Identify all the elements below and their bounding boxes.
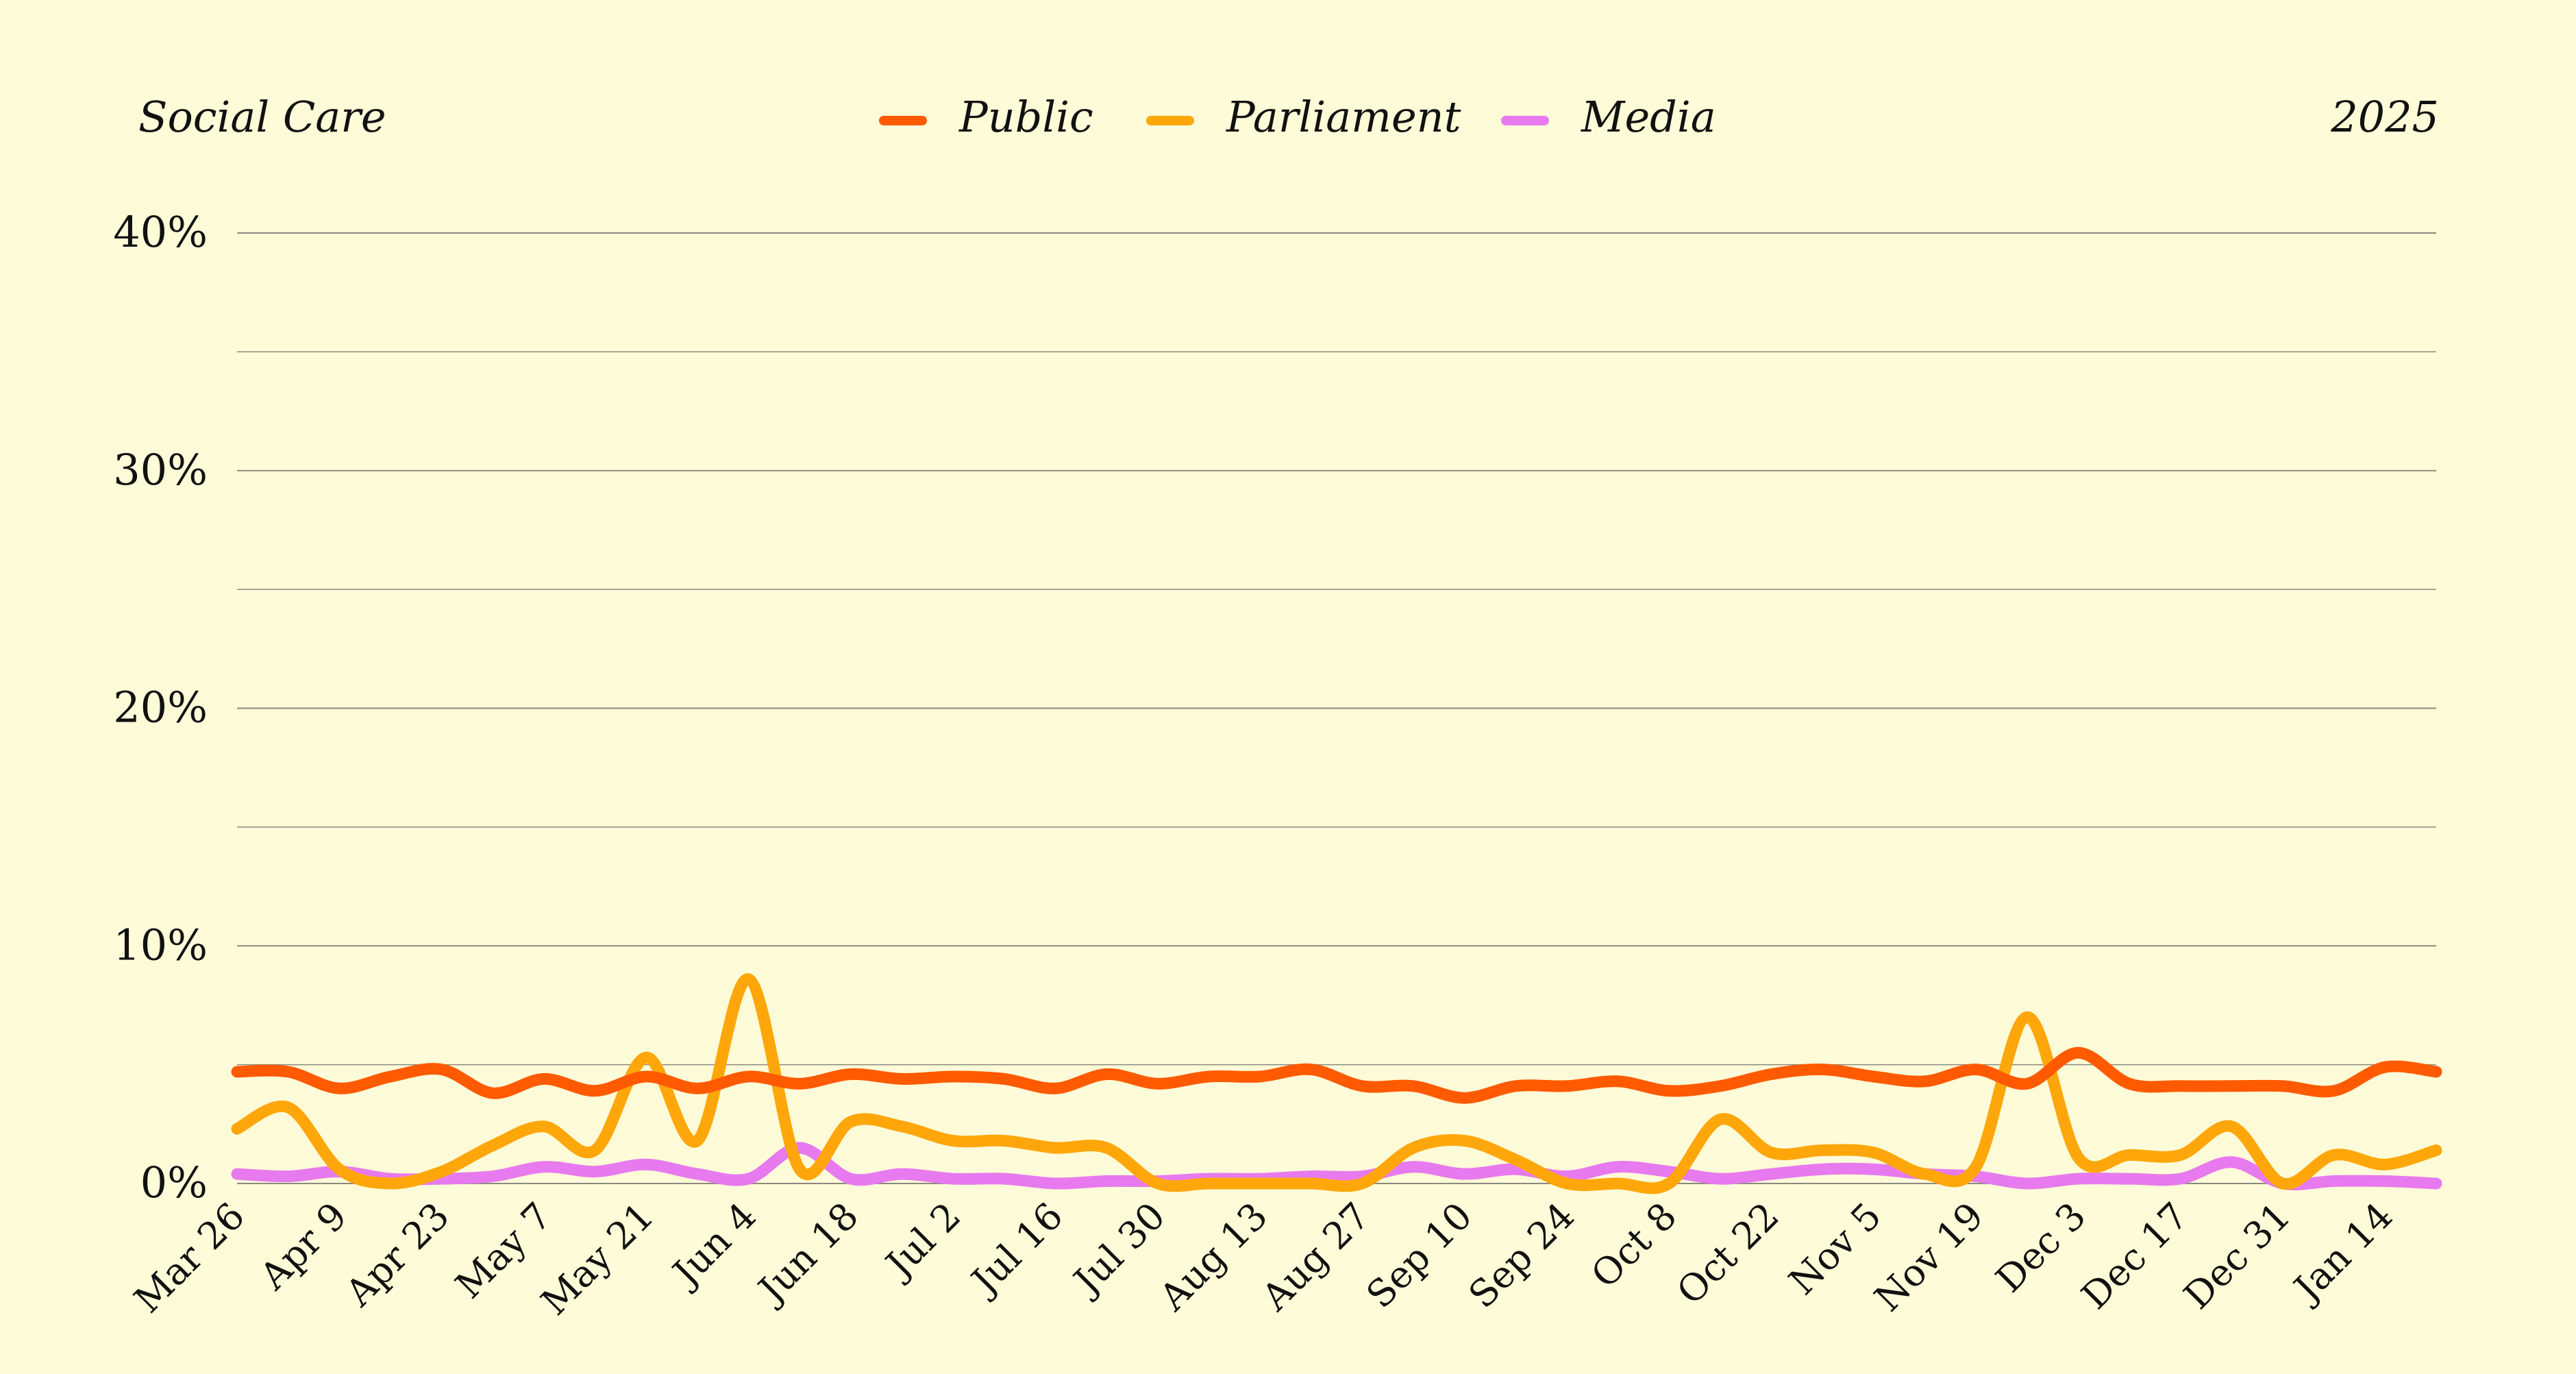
x-tick-label: Jun 18 (748, 1194, 867, 1313)
y-tick-label: 40% (113, 207, 208, 257)
x-tick-label: Jan 14 (2283, 1194, 2401, 1312)
legend-item-public: Public (879, 92, 1093, 142)
x-tick-label: Sep 10 (1358, 1194, 1480, 1316)
y-tick-label: 30% (113, 445, 208, 495)
topic-label: Social Care (138, 92, 386, 142)
x-tick-label: Oct 22 (1668, 1194, 1787, 1313)
legend-label: Parliament (1226, 92, 1461, 142)
legend-label: Media (1581, 92, 1716, 142)
x-tick-label: Jun 4 (662, 1194, 765, 1297)
series-line-public (231, 1046, 2442, 1104)
x-tick-label: Apr 23 (337, 1194, 458, 1315)
legend: Public Parliament Media (879, 92, 1716, 142)
x-tick-label: Dec 31 (2175, 1194, 2299, 1318)
x-tick-label: Jul 2 (876, 1194, 969, 1288)
x-tick-label: May 21 (533, 1194, 662, 1324)
x-tick-label: Aug 13 (1151, 1194, 1276, 1320)
y-tick-label: 10% (113, 920, 208, 970)
x-tick-label: Aug 27 (1253, 1194, 1378, 1320)
x-tick-label: Nov 19 (1866, 1194, 1992, 1320)
chart-header: Social Care 2025 (138, 92, 2439, 142)
y-axis: 0% 10% 20% 30% 40% (113, 207, 208, 1207)
series-line-media (231, 1142, 2442, 1190)
legend-item-media: Media (1501, 92, 1716, 142)
series-line-parliament (231, 973, 2442, 1194)
plot-area (231, 973, 2442, 1194)
x-tick-label: Dec 17 (2073, 1194, 2196, 1318)
x-tick-label: Sep 24 (1461, 1194, 1583, 1316)
x-tick-label: Jul 16 (961, 1194, 1072, 1305)
legend-item-parliament: Parliament (1146, 92, 1461, 142)
gridlines (237, 232, 2436, 1184)
y-tick-label: 20% (113, 683, 208, 733)
x-tick-label: Mar 26 (126, 1194, 253, 1321)
year-label: 2025 (2330, 92, 2439, 142)
legend-label: Public (958, 92, 1093, 142)
y-tick-label: 0% (140, 1157, 208, 1207)
